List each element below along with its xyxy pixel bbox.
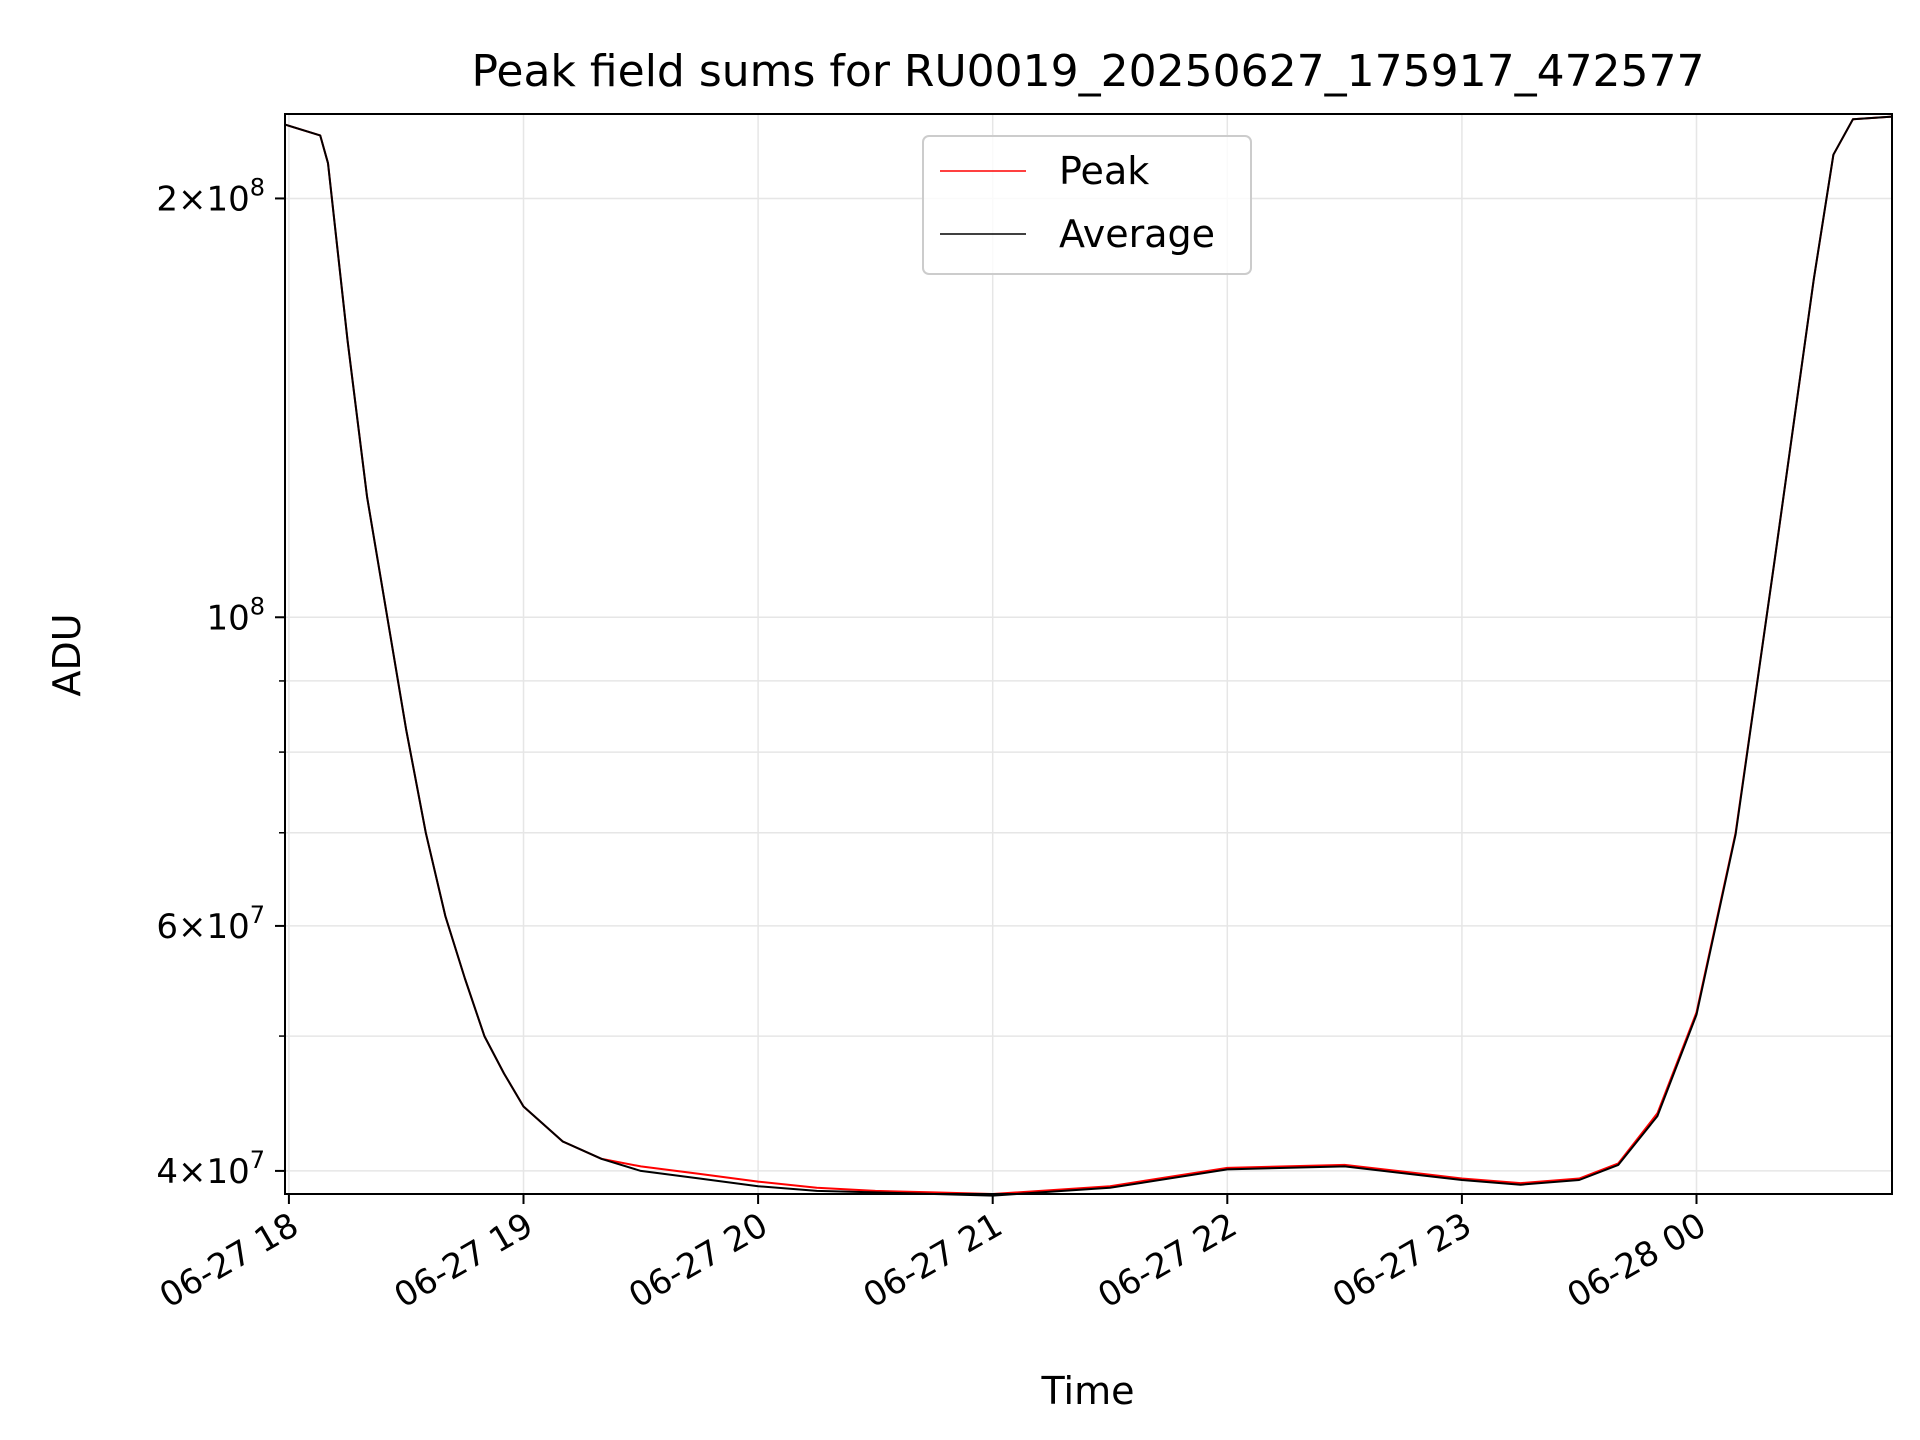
x-axis-label: Time	[1041, 1369, 1135, 1413]
plot-frame	[284, 113, 1893, 1195]
y-tick-label: 6×107	[156, 901, 265, 947]
series-line-average	[284, 115, 1893, 1197]
y-tick-label: 2×108	[156, 173, 265, 219]
legend-peak-label: Peak	[1059, 149, 1149, 193]
x-tick-label: 06-27 23	[1326, 1205, 1478, 1316]
x-tick-label: 06-28 00	[1561, 1205, 1713, 1316]
y-axis-label: ADU	[45, 613, 89, 696]
x-tick-label: 06-27 19	[388, 1205, 540, 1316]
x-tick-label: 06-27 21	[857, 1205, 1009, 1316]
y-axis: 4×107 6×107 108 2×108	[156, 173, 285, 1192]
chart-title: Peak field sums for RU0019_20250627_1759…	[471, 46, 1704, 97]
x-tick-label: 06-27 20	[622, 1205, 774, 1316]
series-line-peak	[284, 115, 1893, 1195]
legend-average-label: Average	[1059, 212, 1215, 256]
series-layer	[284, 115, 1893, 1197]
grid	[285, 114, 1892, 1194]
y-tick-label: 108	[206, 592, 265, 638]
legend: Peak Average	[922, 135, 1252, 275]
y-tick-label: 4×107	[156, 1146, 265, 1192]
x-tick-label: 06-27 22	[1091, 1205, 1243, 1316]
x-axis: 06-27 18 06-27 19 06-27 20 06-27 21 06-27 22…	[153, 1194, 1713, 1316]
x-tick-label: 06-27 18	[153, 1205, 305, 1316]
